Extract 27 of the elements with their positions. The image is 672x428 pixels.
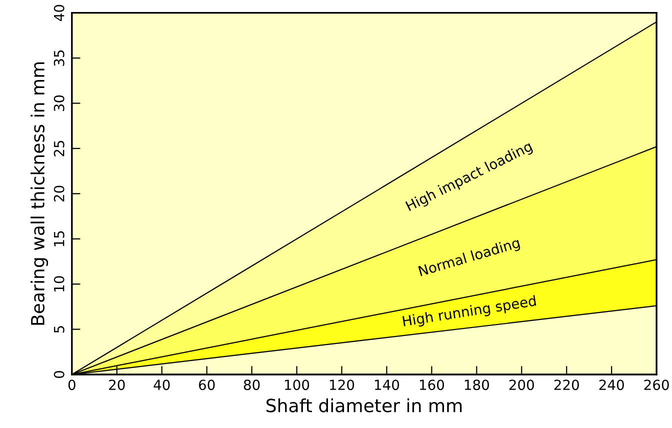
x-tick-label: 80	[244, 380, 260, 390]
x-tick-label: 40	[154, 380, 170, 390]
y-tick-label: 10	[54, 276, 64, 292]
y-tick-label: 20	[54, 186, 64, 202]
x-tick-label: 220	[554, 380, 579, 390]
y-tick-label: 5	[54, 326, 64, 333]
y-tick-label: 25	[54, 140, 64, 156]
y-axis-title: Bearing wall thickness in mm	[30, 62, 48, 325]
y-tick-label: 30	[54, 95, 64, 112]
y-tick-label: 35	[54, 50, 64, 66]
y-tick-label: 15	[54, 231, 64, 246]
annotation: Normal loading	[418, 237, 521, 279]
x-tick-label: 140	[374, 380, 400, 390]
x-tick-label: 0	[68, 380, 76, 390]
x-tick-label: 240	[599, 380, 624, 390]
x-tick-label: 100	[285, 380, 310, 390]
y-tick-label: 40	[54, 4, 64, 21]
x-axis-title: Shaft diameter in mm	[266, 398, 462, 412]
x-tick-label: 20	[109, 380, 125, 390]
x-tick-label: 180	[464, 380, 489, 390]
x-tick-label: 200	[509, 380, 534, 390]
x-tick-label: 120	[330, 380, 354, 390]
x-tick-label: 60	[198, 380, 215, 390]
x-tick-label: 160	[420, 380, 444, 390]
annotation: High running speed	[402, 295, 537, 330]
x-tick-label: 260	[644, 380, 669, 390]
y-tick-label: 0	[54, 371, 64, 378]
